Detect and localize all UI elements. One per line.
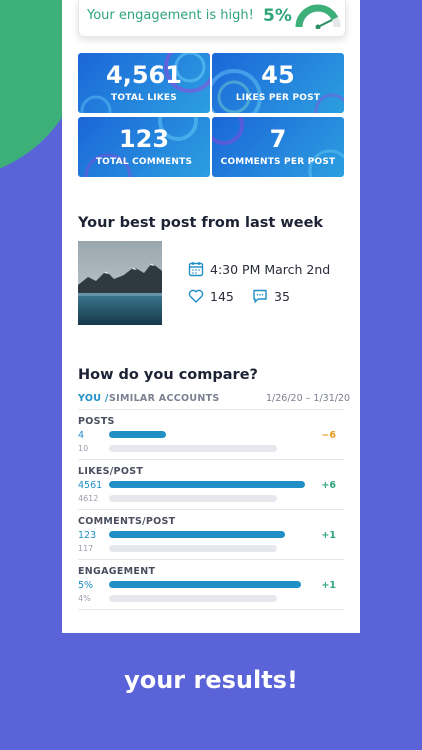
date-range: 1/26/20 – 1/31/20 (266, 393, 351, 404)
metric-label: ENGAGEMENT (78, 566, 156, 577)
stat-label: TOTAL LIKES (111, 93, 177, 103)
likes-per-post-tile: 45 LIKES PER POST (212, 53, 344, 113)
metric-delta: +1 (321, 580, 336, 591)
total-comments-tile: 123 TOTAL COMMENTS (78, 117, 210, 177)
best-post-datetime: 4:30 PM March 2nd (210, 261, 331, 277)
tile-decoration (80, 53, 210, 113)
best-post-likes: 145 (188, 288, 234, 304)
stat-value: 4,561 (106, 61, 182, 89)
stat-value: 45 (261, 61, 295, 89)
metric-similar-value: 4% (78, 594, 91, 603)
metric-you-value: 123 (78, 530, 97, 541)
divider (78, 559, 344, 560)
similar-bar (109, 545, 277, 552)
metric-similar-value: 117 (78, 544, 94, 553)
results-card: Your engagement is high! 5% 4,561 TOTAL … (62, 0, 360, 633)
stat-value: 123 (118, 125, 170, 153)
metric-delta: +1 (321, 530, 336, 541)
engagement-text: Your engagement is high! (87, 8, 254, 23)
compare-title: How do you compare? (78, 367, 258, 383)
metric-you-value: 5% (78, 580, 94, 591)
stat-label: COMMENTS PER POST (220, 157, 336, 167)
stat-label: TOTAL COMMENTS (95, 157, 193, 167)
tile-decoration (212, 117, 344, 177)
metric-you-value: 4 (78, 430, 85, 441)
divider (78, 609, 344, 610)
stat-label: LIKES PER POST (235, 93, 321, 103)
you-bar (109, 531, 285, 538)
gauge-icon (295, 4, 341, 29)
you-bar (109, 581, 301, 588)
divider (78, 409, 344, 410)
calendar-icon (188, 262, 204, 277)
you-bar (109, 431, 166, 438)
comments-count: 35 (274, 288, 290, 304)
metric-label: LIKES/POST (78, 466, 144, 477)
similar-bar (109, 595, 277, 602)
similar-accounts-tab[interactable]: SIMILAR ACCOUNTS (109, 393, 220, 404)
metric-similar-value: 4612 (78, 494, 99, 503)
best-post-comments: 35 (252, 288, 290, 304)
you-bar (109, 481, 305, 488)
comment-icon (253, 289, 267, 303)
comments-per-post-tile: 7 COMMENTS PER POST (212, 117, 344, 177)
divider (78, 459, 344, 460)
stat-value: 7 (269, 125, 287, 153)
best-post-title: Your best post from last week (78, 215, 324, 231)
metric-delta: −6 (321, 430, 336, 441)
heart-icon (188, 289, 204, 303)
divider (78, 509, 344, 510)
similar-bar (109, 445, 277, 452)
tile-decoration (84, 117, 198, 177)
best-post-date-row: 4:30 PM March 2nd (188, 261, 330, 277)
likes-count: 145 (210, 288, 234, 304)
metric-label: COMMENTS/POST (78, 516, 176, 527)
footer-caption: your results! (124, 666, 298, 694)
engagement-percent: 5% (263, 6, 292, 26)
metric-label: POSTS (78, 416, 115, 427)
you-tab[interactable]: YOU / (78, 393, 109, 404)
metric-you-value: 4561 (78, 480, 103, 491)
total-likes-tile: 4,561 TOTAL LIKES (78, 53, 210, 113)
engagement-banner: Your engagement is high! 5% (78, 0, 346, 37)
metric-delta: +6 (321, 480, 336, 491)
metric-similar-value: 10 (78, 444, 89, 453)
best-post-image[interactable] (78, 241, 162, 325)
similar-bar (109, 495, 277, 502)
tile-decoration (212, 69, 344, 113)
